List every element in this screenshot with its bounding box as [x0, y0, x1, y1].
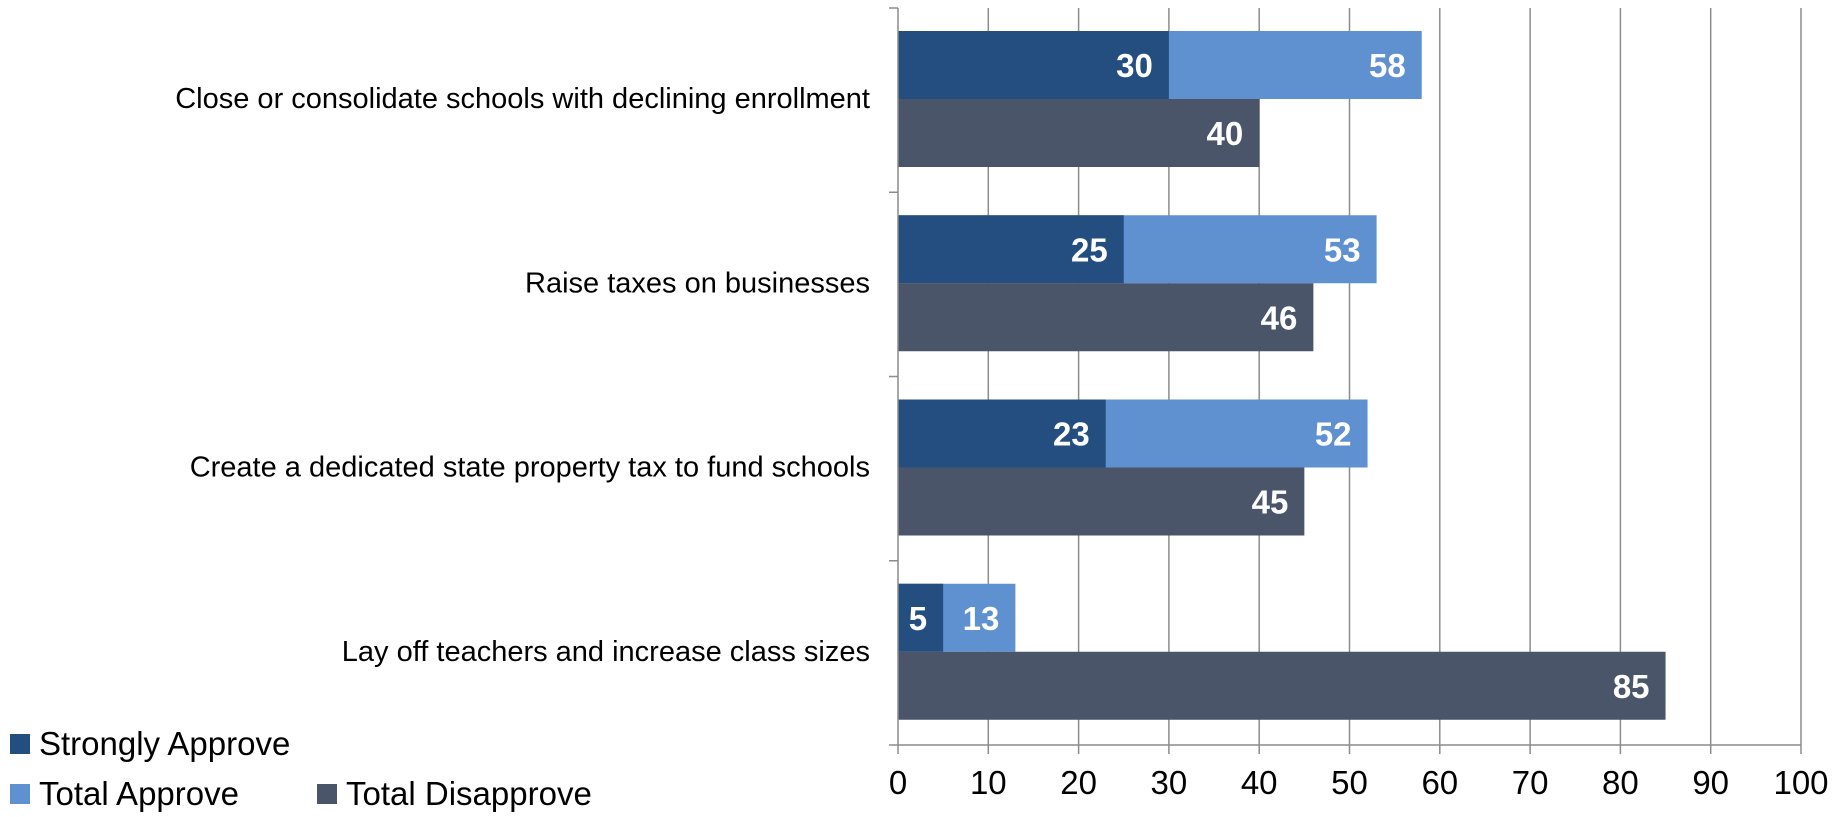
legend-label-total-disapprove: Total Disapprove [346, 775, 592, 812]
data-label-total-disapprove: 45 [1252, 484, 1289, 521]
x-tick-label: 10 [970, 764, 1007, 801]
bar-total-disapprove [898, 99, 1260, 167]
x-tick-label: 100 [1773, 764, 1828, 801]
data-labels: 30 58 40 25 53 46 23 52 45 5 13 85 [909, 47, 1650, 705]
category-label: Lay off teachers and increase class size… [342, 636, 870, 668]
x-tick-label: 0 [889, 764, 907, 801]
legend-item-total-disapprove: Total Disapprove [317, 775, 592, 813]
x-tick-label: 80 [1602, 764, 1639, 801]
axes [889, 7, 1802, 754]
legend-swatch-strongly-approve [10, 734, 30, 754]
x-tick-label: 50 [1331, 764, 1368, 801]
category-labels: Close or consolidate schools with declin… [175, 83, 870, 668]
bar-strongly-approve [898, 31, 1169, 99]
bar-strongly-approve [898, 399, 1106, 468]
data-label-strongly-approve: 25 [1071, 231, 1108, 268]
data-label-total-approve: 53 [1324, 231, 1361, 268]
data-label-strongly-approve: 5 [909, 600, 927, 637]
bar-strongly-approve [898, 583, 944, 652]
data-label-strongly-approve: 30 [1116, 47, 1153, 84]
x-tick-label: 60 [1421, 764, 1458, 801]
data-label-total-approve: 52 [1315, 416, 1352, 453]
legend-swatch-total-approve [10, 784, 30, 804]
x-tick-label: 90 [1692, 764, 1729, 801]
bar-total-disapprove [898, 467, 1305, 536]
x-tick-label: 40 [1241, 764, 1278, 801]
x-tick-label: 30 [1151, 764, 1188, 801]
x-tick-label: 20 [1060, 764, 1097, 801]
data-label-total-approve: 58 [1369, 47, 1406, 84]
data-label-total-disapprove: 40 [1206, 115, 1243, 152]
legend-label-strongly-approve: Strongly Approve [39, 725, 291, 762]
bar-total-disapprove [898, 651, 1666, 720]
bar-total-disapprove [898, 283, 1314, 352]
data-label-strongly-approve: 23 [1053, 416, 1090, 453]
bar-strongly-approve [898, 215, 1124, 284]
x-tick-labels: 0 10 20 30 40 50 60 70 80 90 100 [889, 764, 1829, 801]
legend-item-strongly-approve: Strongly Approve [10, 725, 290, 763]
legend: Strongly Approve Total Approve Total Dis… [10, 725, 710, 817]
category-label: Create a dedicated state property tax to… [190, 452, 870, 484]
legend-label-total-approve: Total Approve [39, 775, 239, 812]
category-label: Close or consolidate schools with declin… [175, 83, 870, 115]
x-tick-label: 70 [1512, 764, 1549, 801]
data-label-total-approve: 13 [963, 600, 1000, 637]
data-label-total-disapprove: 85 [1613, 668, 1650, 705]
data-label-total-disapprove: 46 [1261, 299, 1298, 336]
category-label: Raise taxes on businesses [525, 267, 870, 299]
legend-swatch-total-disapprove [317, 784, 337, 804]
bars [898, 31, 1666, 720]
legend-item-total-approve: Total Approve [10, 775, 239, 813]
